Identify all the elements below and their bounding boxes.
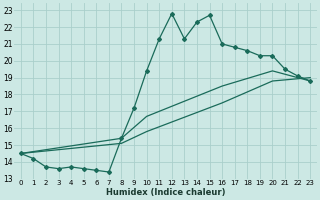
- X-axis label: Humidex (Indice chaleur): Humidex (Indice chaleur): [106, 188, 225, 197]
